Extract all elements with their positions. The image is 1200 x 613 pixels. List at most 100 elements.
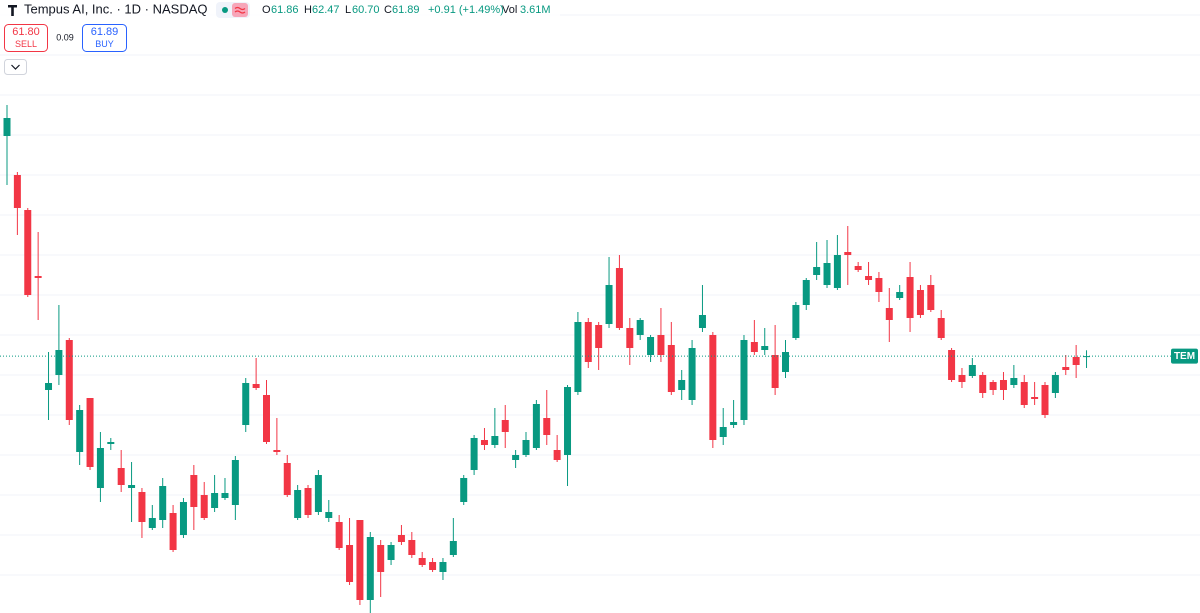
spread: 0.09 — [56, 32, 74, 42]
candle-body — [273, 450, 281, 452]
candle-body — [263, 395, 270, 442]
candle-body — [999, 380, 1007, 390]
candle-body — [24, 210, 32, 295]
logo — [8, 5, 17, 16]
candle-body — [211, 493, 219, 508]
candle-body — [408, 540, 416, 555]
candle-body — [13, 175, 21, 208]
candle-body — [242, 383, 250, 425]
candle-body — [65, 340, 73, 420]
candle-body — [429, 562, 437, 570]
candle-body — [439, 562, 447, 572]
candle-body — [86, 398, 94, 467]
candle-body — [460, 478, 468, 502]
plot-area: TEM — [0, 105, 1198, 613]
buy-button[interactable]: 61.89 BUY — [82, 24, 127, 52]
candle-body — [169, 513, 177, 550]
candle-body — [512, 455, 520, 460]
candle-body — [1031, 397, 1039, 399]
candle-body — [76, 410, 84, 452]
candle-body — [968, 365, 976, 376]
candle-body — [647, 337, 655, 355]
candle-body — [283, 463, 291, 495]
symbol-title: Tempus AI, Inc. · 1D · NASDAQ — [24, 1, 208, 16]
candle-body — [96, 448, 104, 488]
candle-body — [885, 308, 893, 320]
candle-body — [294, 490, 302, 518]
candle-body — [688, 348, 696, 400]
candle-body — [470, 438, 478, 470]
candle-body — [190, 475, 198, 507]
quote-value: 60.70 — [352, 4, 380, 16]
collapse-button[interactable] — [4, 59, 27, 75]
candle-body — [626, 328, 634, 348]
candle-body — [148, 518, 156, 528]
candle-body — [667, 345, 675, 392]
candle-body — [55, 350, 63, 375]
candle-body — [595, 325, 603, 348]
candle-body — [813, 267, 821, 275]
quote-label: Vol — [502, 4, 517, 16]
candle-body — [117, 468, 125, 485]
candle-body — [252, 384, 260, 388]
candle-body — [823, 263, 831, 285]
candle-body — [958, 375, 966, 382]
candle-body — [564, 387, 572, 455]
buy-price: 61.89 — [91, 26, 119, 38]
candle-body — [615, 268, 623, 328]
quote-label: L — [345, 4, 351, 16]
candle-body — [916, 290, 924, 315]
candle-body — [366, 537, 374, 600]
candle-body — [128, 485, 136, 488]
quote-label: H — [304, 4, 312, 16]
header-bg — [0, 0, 560, 20]
candle-body — [709, 335, 717, 440]
candle-body — [501, 420, 509, 432]
candle-body — [179, 502, 187, 535]
candle-body — [418, 558, 426, 565]
candle-body — [927, 285, 935, 310]
candle-body — [989, 382, 997, 390]
candle-body — [200, 495, 208, 518]
candle-body — [491, 436, 499, 445]
last-price-tag — [1171, 348, 1198, 364]
candle-body — [304, 488, 312, 515]
quote-value: 3.61M — [520, 4, 551, 16]
candle-body — [231, 460, 239, 505]
candle-body — [480, 440, 488, 445]
candle-body — [553, 450, 561, 460]
candle-body — [719, 427, 727, 437]
candle-body — [605, 285, 613, 324]
candle-body — [875, 278, 883, 292]
candle-body — [346, 545, 354, 582]
candle-body — [138, 492, 146, 522]
candle-body — [45, 383, 53, 390]
candle-body — [698, 315, 706, 328]
candle-body — [761, 346, 769, 350]
candle-body — [833, 255, 841, 288]
candle-body — [3, 118, 11, 136]
buy-label: BUY — [95, 39, 114, 49]
status-icons[interactable] — [216, 2, 250, 18]
candle-body — [356, 520, 364, 600]
candle-body — [771, 355, 779, 388]
candle-body — [792, 305, 800, 338]
candle-body — [34, 276, 42, 278]
candle-body — [532, 404, 540, 448]
candle-body — [750, 342, 758, 352]
candle-body — [906, 277, 914, 318]
candle-body — [782, 352, 789, 372]
candle-body — [1020, 382, 1028, 405]
grid — [0, 14, 1200, 576]
candle-body — [896, 292, 904, 298]
candle-body — [1041, 385, 1049, 415]
candle-body — [678, 380, 686, 390]
candle-body — [574, 322, 582, 392]
candle-body — [314, 475, 322, 512]
quote-label: C — [384, 4, 392, 16]
sell-button[interactable]: 61.80 SELL — [4, 24, 48, 52]
candle-body — [377, 545, 385, 572]
candle-body — [159, 486, 167, 520]
